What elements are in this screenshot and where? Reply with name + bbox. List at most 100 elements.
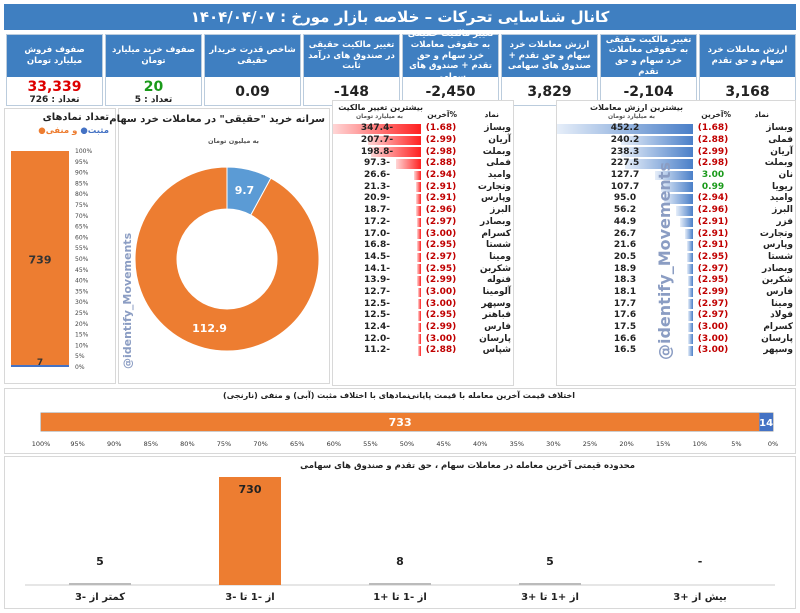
percent-cell: (2.99) xyxy=(697,286,729,297)
table-row[interactable]: وتجارت (2.91) 26.7 xyxy=(557,228,795,240)
percent-cell: (2.99) xyxy=(425,322,457,333)
y-tick-label: 60% xyxy=(75,234,89,241)
table-row[interactable]: ریویا 0.99 107.7 xyxy=(557,181,795,193)
table-row[interactable]: شکربن (2.95) -14.1 xyxy=(333,263,513,275)
symbol-cell: شپاس xyxy=(482,345,511,356)
table-row[interactable]: کسرام (3.00) 17.5 xyxy=(557,322,795,334)
table-row[interactable]: وبملت (2.98) 227.5 xyxy=(557,158,795,170)
trade-value-subtitle: به میلیارد تومان xyxy=(607,113,655,120)
value-text: -17.2 xyxy=(364,216,390,227)
ownership-change-table: وبساز (1.68) -347.4 آریان (2.99) -207.7 وبملت (… xyxy=(333,123,513,357)
table-row[interactable]: فزر (2.91) 44.9 xyxy=(557,217,795,229)
page-title: کانال شناسایی تحرکات – خلاصه بازار مورخ … xyxy=(4,4,796,30)
value-bar xyxy=(396,159,421,169)
value-bar xyxy=(417,322,421,333)
price-range-panel: محدوده قیمتی آخرین معامله در معاملات سها… xyxy=(4,456,796,609)
value-cell: 26.7 xyxy=(557,228,693,240)
table-row[interactable]: وبساز (1.68) -347.4 xyxy=(333,123,513,135)
value-bar xyxy=(687,264,693,274)
value-cell: 44.9 xyxy=(557,217,693,229)
table-row[interactable]: آریان (2.99) 238.3 xyxy=(557,146,795,158)
value-cell: 238.3 xyxy=(557,146,693,158)
table-row[interactable]: البرز (2.96) -18.7 xyxy=(333,205,513,217)
table-row[interactable]: آلومینا (3.00) -12.7 xyxy=(333,287,513,299)
table-row[interactable]: شپاس (2.88) -11.2 xyxy=(333,345,513,357)
x-tick-label: 70% xyxy=(253,440,267,448)
value-bar xyxy=(333,124,421,134)
table-row[interactable]: وبساز (1.68) 452.2 xyxy=(557,123,795,135)
symbol-cell: ومینا xyxy=(489,251,511,262)
table-row[interactable]: فارس (2.99) 18.1 xyxy=(557,287,795,299)
symbol-cell: وتجارت xyxy=(759,228,793,239)
percent-cell: (2.94) xyxy=(425,170,457,181)
value-bar xyxy=(416,217,421,228)
table-row[interactable]: شکربن (2.95) 18.3 xyxy=(557,275,795,287)
table-row[interactable]: ومینا (2.97) 17.7 xyxy=(557,298,795,310)
stat-sub: تعداد : 726 xyxy=(29,95,80,105)
table-row[interactable]: پارسان (3.00) -12.0 xyxy=(333,333,513,345)
symbol-cell: وپارس xyxy=(763,240,793,251)
table-row[interactable]: فولاد (2.97) 17.6 xyxy=(557,310,795,322)
stat-box: صفوف فروش میلیارد تومان 33,339 تعداد : 726 xyxy=(6,34,103,106)
table-row[interactable]: وبصادر (2.97) 18.9 xyxy=(557,263,795,275)
table-row[interactable]: ومینا (2.97) -14.5 xyxy=(333,252,513,264)
table-row[interactable]: وامید (2.94) -26.6 xyxy=(333,170,513,182)
table-row[interactable]: البرز (2.96) 56.2 xyxy=(557,205,795,217)
table-row[interactable]: وبصادر (2.97) -17.2 xyxy=(333,217,513,229)
value-cell: 18.3 xyxy=(557,275,693,287)
percent-cell: (3.00) xyxy=(425,298,457,309)
range-bar xyxy=(69,583,131,585)
table-row[interactable]: شستا (2.95) -16.8 xyxy=(333,240,513,252)
table-row[interactable]: فارس (2.99) -12.4 xyxy=(333,322,513,334)
percent-cell: (2.96) xyxy=(425,205,457,216)
range-value-label: 8 xyxy=(396,555,404,568)
value-text: 44.9 xyxy=(613,216,637,227)
table-row[interactable]: وتجارت (2.91) -21.3 xyxy=(333,181,513,193)
table-row[interactable]: پارسان (3.00) 16.6 xyxy=(557,333,795,345)
value-cell: 20.5 xyxy=(557,252,693,264)
value-cell: -18.7 xyxy=(333,205,421,217)
y-tick-label: 10% xyxy=(75,342,89,349)
value-cell: -20.9 xyxy=(333,193,421,205)
table-row[interactable]: وپارس (2.91) -20.9 xyxy=(333,193,513,205)
table-row[interactable]: وسپهر (3.00) -12.5 xyxy=(333,298,513,310)
stat-label: صفوف فروش میلیارد تومان xyxy=(7,35,102,77)
stat-box: صفوف خرید میلیارد تومان 20 تعداد : 5 xyxy=(105,34,202,106)
table-row[interactable]: کسرام (3.00) -17.0 xyxy=(333,228,513,240)
symbol-cell: فملی xyxy=(768,135,793,146)
symbol-cell: وبصادر xyxy=(761,263,793,274)
stat-label: تغییر مالکیت حقیقی به حقوقی معاملات خرد … xyxy=(403,29,498,82)
table-row[interactable]: نان 3.00 127.7 xyxy=(557,170,795,182)
symbol-cell: وامید xyxy=(487,170,511,181)
watermark-right: @identify_Movements xyxy=(655,162,674,360)
value-text: 227.5 xyxy=(610,158,640,169)
table-row[interactable]: فنوله (2.99) -13.9 xyxy=(333,275,513,287)
x-tick-label: 95% xyxy=(70,440,84,448)
y-tick-label: 5% xyxy=(75,353,85,360)
x-tick-label: 85% xyxy=(144,440,158,448)
table-row[interactable]: وبملت (2.98) -198.8 xyxy=(333,146,513,158)
symbol-cell: فولاد xyxy=(770,310,793,321)
y-tick-label: 75% xyxy=(75,202,89,209)
value-bar xyxy=(684,229,693,239)
table-row[interactable]: فباهنر (2.95) -12.5 xyxy=(333,310,513,322)
table-row[interactable]: وسپهر (3.00) 16.5 xyxy=(557,345,795,357)
table-row[interactable]: وامید (2.94) 95.0 xyxy=(557,193,795,205)
x-tick-label: 5% xyxy=(731,440,741,448)
value-bar xyxy=(416,205,421,216)
table-row[interactable]: شستا (2.95) 20.5 xyxy=(557,252,795,264)
table-row[interactable]: فملی (2.88) -97.3 xyxy=(333,158,513,170)
symbol-cell: ومینا xyxy=(771,298,793,309)
table-row[interactable]: وپارس (2.91) 21.6 xyxy=(557,240,795,252)
stat-box: ارزش معاملات خرد سهام و حق تقدم 3,168 xyxy=(699,34,796,106)
value-text: -12.5 xyxy=(364,310,390,321)
y-tick-label: 90% xyxy=(75,170,89,177)
table-row[interactable]: آریان (2.99) -207.7 xyxy=(333,135,513,147)
percent-cell: (2.97) xyxy=(697,298,729,309)
table-row[interactable]: فملی (2.88) 240.2 xyxy=(557,135,795,147)
value-text: -16.8 xyxy=(364,240,390,251)
value-cell: 17.7 xyxy=(557,298,693,310)
negative-count-bar xyxy=(11,151,69,365)
value-bar xyxy=(687,311,693,321)
x-tick-label: 10% xyxy=(693,440,707,448)
